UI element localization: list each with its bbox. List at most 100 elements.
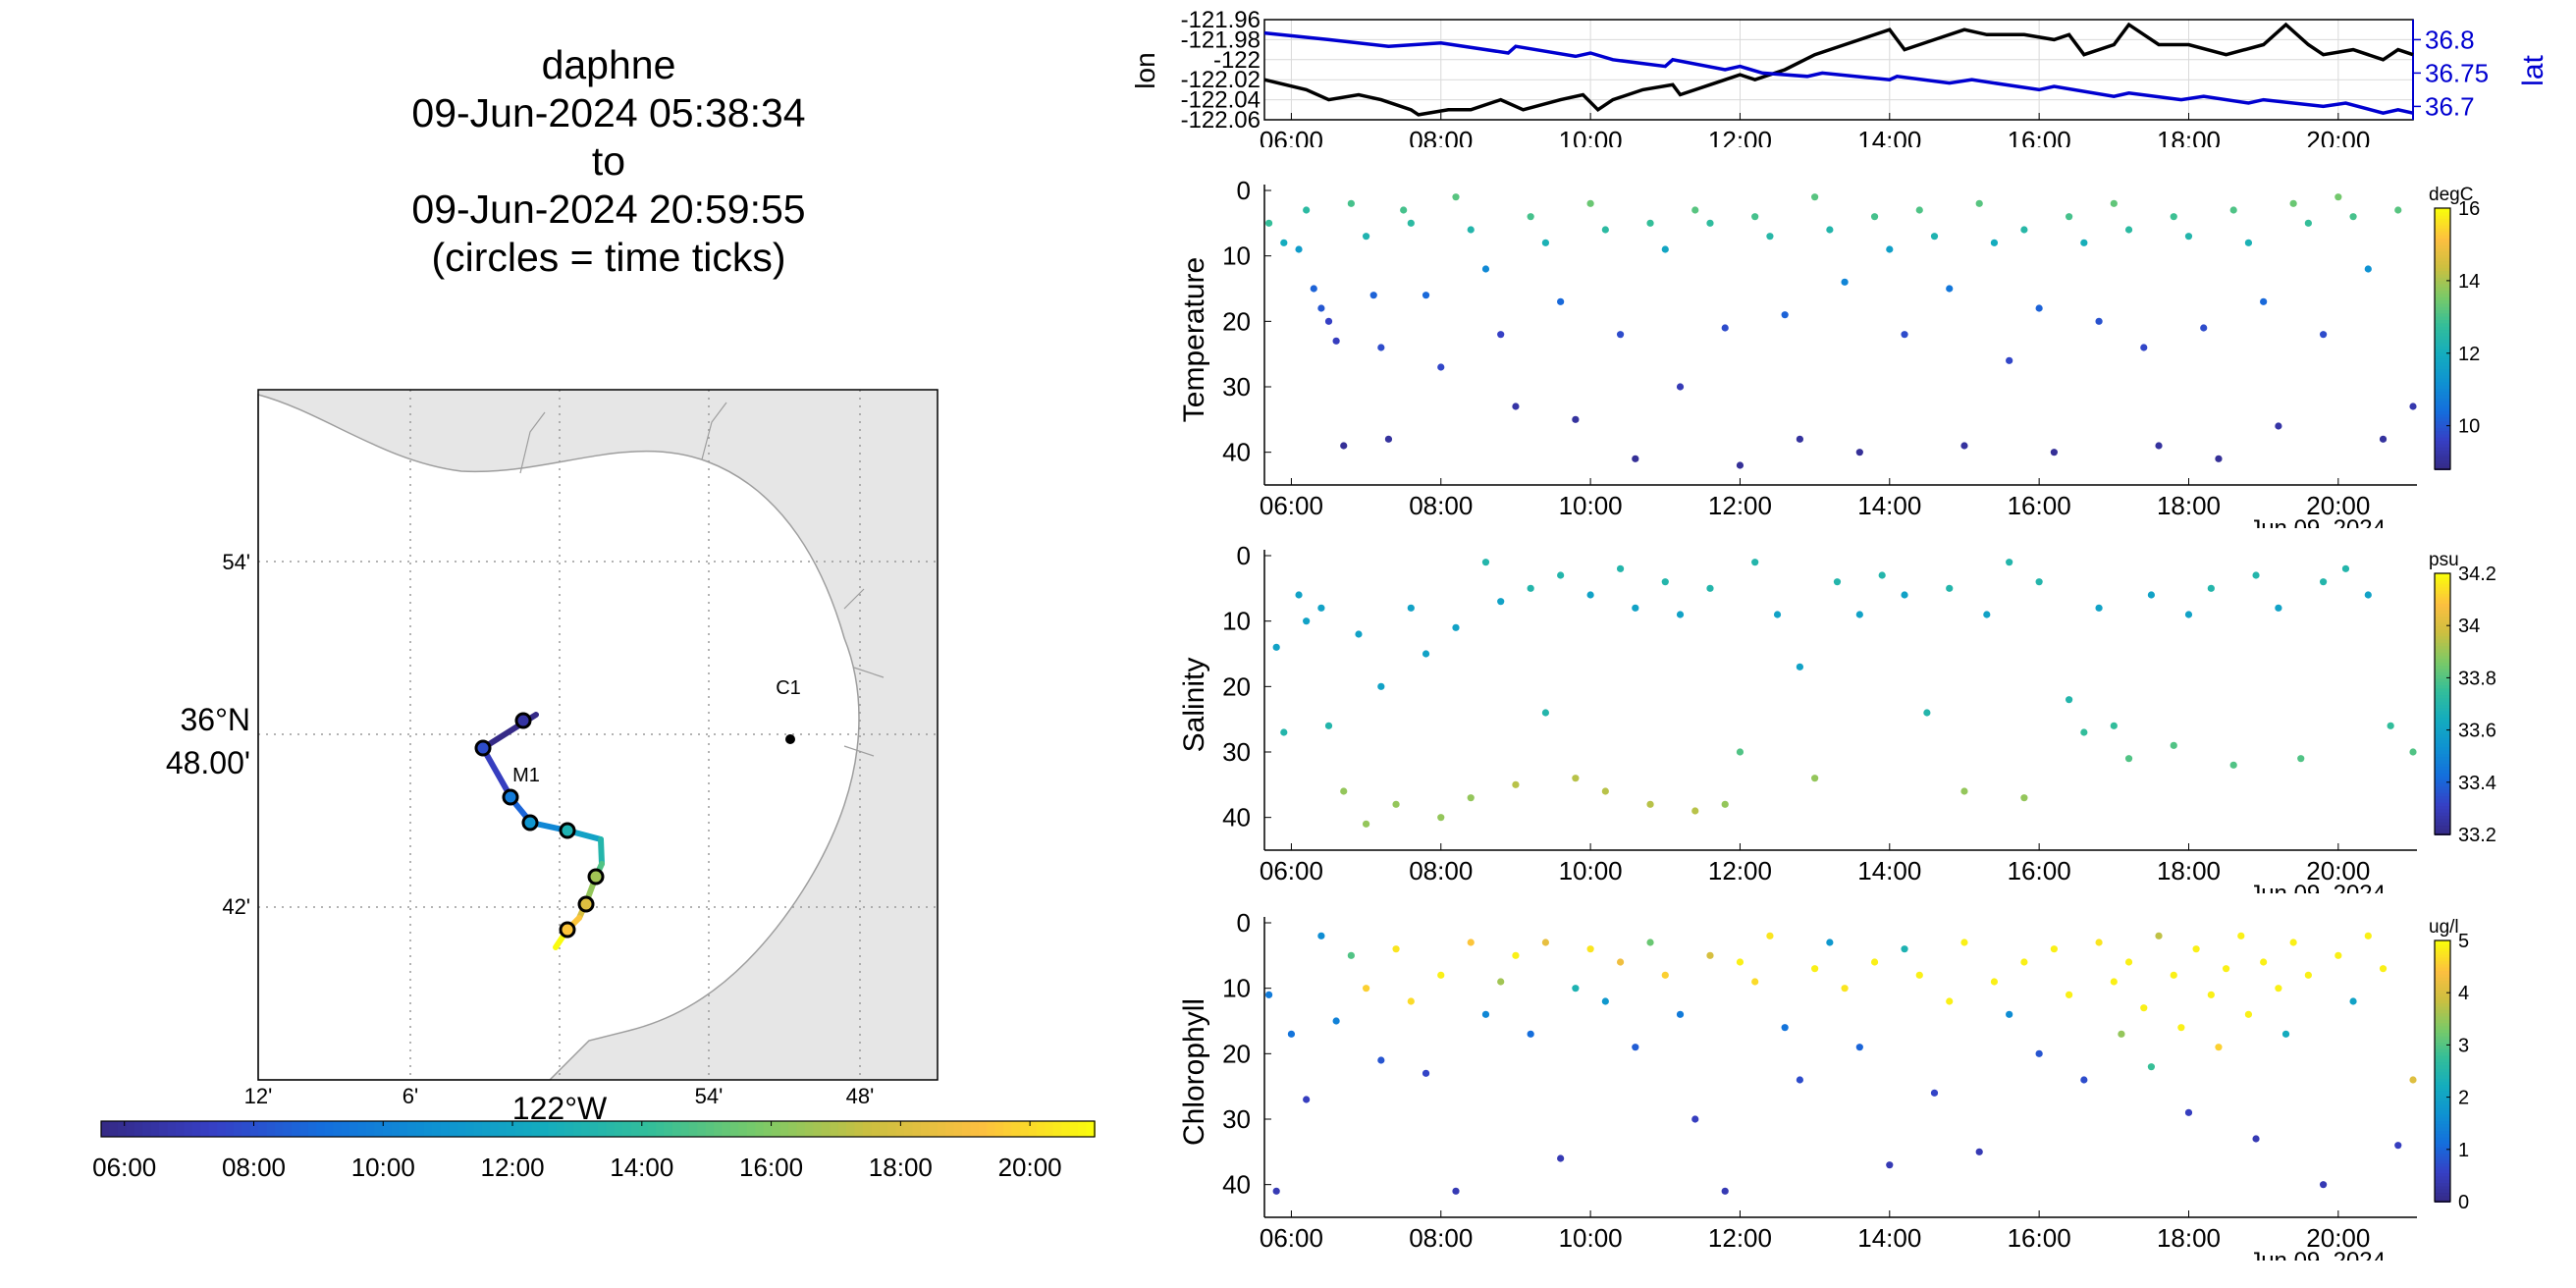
figure-title: daphne 09-Jun-2024 05:38:34 to 09-Jun-20… <box>304 41 913 282</box>
colorbar-swatch <box>191 1121 202 1137</box>
data-point <box>2237 932 2245 939</box>
colorbar-swatch <box>2435 1178 2450 1184</box>
data-point <box>2252 571 2260 579</box>
colorbar-swatch <box>2435 250 2450 255</box>
data-point <box>1601 226 1609 234</box>
colorbar-swatch <box>2435 420 2450 425</box>
colorbar-swatch <box>2435 1047 2450 1053</box>
colorbar-swatch <box>2435 759 2450 764</box>
colorbar-swatch <box>2435 440 2450 445</box>
colorbar-swatch <box>2435 1100 2450 1105</box>
colorbar-swatch <box>2435 628 2450 633</box>
colorbar-swatch <box>2435 253 2450 258</box>
colorbar-swatch <box>2435 224 2450 229</box>
colorbar-swatch <box>2435 940 2450 945</box>
x-tick-label: 06:00 <box>1260 856 1323 886</box>
colorbar-tick-label: 4 <box>2458 983 2469 1004</box>
data-point <box>2140 1004 2148 1012</box>
colorbar-swatch <box>1052 1121 1063 1137</box>
title-note: (circles = time ticks) <box>431 235 786 280</box>
x-tick-label: 16:00 <box>2008 1223 2071 1253</box>
data-point <box>2275 604 2282 612</box>
colorbar-swatch <box>2435 674 2450 679</box>
data-point <box>1572 985 1580 993</box>
data-point <box>2244 239 2253 246</box>
data-point <box>2215 1044 2223 1051</box>
data-point <box>1960 787 1968 795</box>
colorbar-tick-label: 34.2 <box>2458 564 2496 585</box>
data-point <box>1841 278 1849 286</box>
colorbar-swatch <box>456 1121 467 1137</box>
colorbar-swatch <box>2435 397 2450 402</box>
colorbar-swatch <box>2435 1198 2450 1203</box>
colorbar-swatch <box>357 1121 367 1137</box>
colorbar-swatch <box>978 1121 989 1137</box>
salinity-chart: 0 10 20 30 40 Salinity 06:00 08:00 10:00 12:00 14:… <box>1178 541 2496 893</box>
colorbar-tick-label: 12:00 <box>480 1153 544 1182</box>
lat-axis-label: lat <box>2517 54 2549 85</box>
data-point <box>2319 1181 2328 1189</box>
colorbar-swatch <box>1078 1121 1088 1137</box>
y-tick-label: 0 <box>1237 908 1251 938</box>
colorbar-swatch <box>2435 1025 2450 1030</box>
data-point <box>2229 761 2237 769</box>
data-point <box>1983 611 1991 618</box>
data-point <box>2170 741 2177 749</box>
data-point <box>1886 245 1894 253</box>
lat-tick-label: 36.75 <box>2425 58 2489 87</box>
data-point <box>1661 245 1669 253</box>
colorbar-swatch <box>680 1121 690 1137</box>
x-tick-label: 08:00 <box>1409 1223 1473 1253</box>
colorbar-swatch <box>879 1121 889 1137</box>
colorbar-swatch <box>2435 1158 2450 1164</box>
data-point <box>1661 971 1669 979</box>
data-point <box>1990 978 1999 986</box>
colorbar-swatch <box>929 1121 939 1137</box>
lon-label: 6' <box>402 1084 418 1108</box>
colorbar-swatch <box>2435 394 2450 399</box>
data-point <box>1781 311 1789 319</box>
colorbar-swatch <box>2435 1005 2450 1010</box>
colorbar-swatch <box>2435 993 2450 997</box>
colorbar-swatch <box>2435 638 2450 643</box>
data-point <box>1721 800 1729 808</box>
data-point <box>1557 571 1565 579</box>
data-point <box>1841 985 1849 993</box>
map-frame <box>257 389 939 1081</box>
data-point <box>1586 199 1594 207</box>
data-point <box>1362 820 1370 828</box>
colorbar-swatch <box>2435 713 2450 719</box>
colorbar-swatch <box>2435 237 2450 242</box>
y-tick-label: 30 <box>1222 737 1251 767</box>
data-point <box>1512 780 1520 788</box>
colorbar-tick-label: 18:00 <box>869 1153 933 1182</box>
colorbar-swatch <box>2435 446 2450 452</box>
data-point <box>1632 1044 1639 1051</box>
colorbar-swatch <box>2435 1012 2450 1017</box>
colorbar-tick-label: 06:00 <box>92 1153 156 1182</box>
data-point <box>1946 997 1954 1005</box>
data-point <box>2297 755 2305 763</box>
data-point <box>2155 932 2163 939</box>
colorbar-swatch <box>2435 387 2450 393</box>
colorbar-swatch <box>307 1121 318 1137</box>
data-point <box>1960 442 1968 450</box>
colorbar-swatch <box>2435 270 2450 275</box>
colorbar-swatch <box>2435 684 2450 689</box>
colorbar-swatch <box>175 1121 186 1137</box>
colorbar-tick-label: 10:00 <box>351 1153 415 1182</box>
colorbar-swatch <box>2435 785 2450 790</box>
data-point <box>1407 997 1415 1005</box>
data-point <box>2409 402 2417 410</box>
data-point <box>1572 415 1580 423</box>
colorbar-swatch <box>2435 651 2450 657</box>
colorbar-swatch <box>465 1121 475 1137</box>
colorbar-swatch <box>423 1121 434 1137</box>
colorbar-swatch <box>664 1121 673 1137</box>
data-point <box>2140 344 2148 351</box>
colorbar-swatch <box>2435 1097 2450 1101</box>
colorbar-swatch <box>2435 805 2450 810</box>
colorbar-swatch <box>755 1121 765 1137</box>
x-tick-label: 10:00 <box>1559 491 1623 520</box>
colorbar-swatch <box>2435 1168 2450 1174</box>
